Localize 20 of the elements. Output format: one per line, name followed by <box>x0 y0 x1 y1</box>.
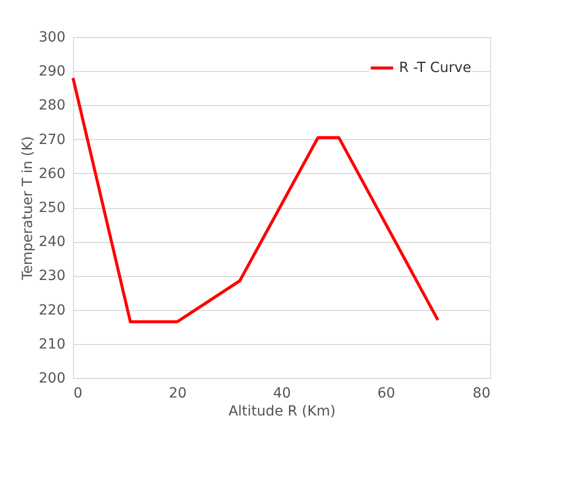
x-tick-label: 40 <box>273 386 291 402</box>
x-tick-label: 80 <box>472 386 490 402</box>
y-tick-label: 280 <box>38 98 66 114</box>
x-tick-label: 0 <box>74 386 82 402</box>
line-series <box>72 76 440 324</box>
x-tick-label: 20 <box>168 386 187 402</box>
y-tick-label: 270 <box>38 132 66 148</box>
y-tick-label: 250 <box>38 200 66 216</box>
x-tick-label: 60 <box>377 386 396 402</box>
y-tick-label: 200 <box>38 370 66 386</box>
y-tick-label: 290 <box>38 64 66 80</box>
x-axis-title: Altitude R (Km) <box>228 404 336 420</box>
y-tick-label: 300 <box>38 30 66 46</box>
y-axis-title: Temperatuer T in (K) <box>20 136 36 281</box>
y-tick-label: 220 <box>38 302 66 318</box>
y-tick-label: 240 <box>38 234 66 250</box>
y-tick-label: 210 <box>38 336 66 352</box>
y-tick-label: 260 <box>38 166 66 182</box>
legend-label: R -T Curve <box>399 60 472 76</box>
y-tick-label: 230 <box>38 268 66 284</box>
